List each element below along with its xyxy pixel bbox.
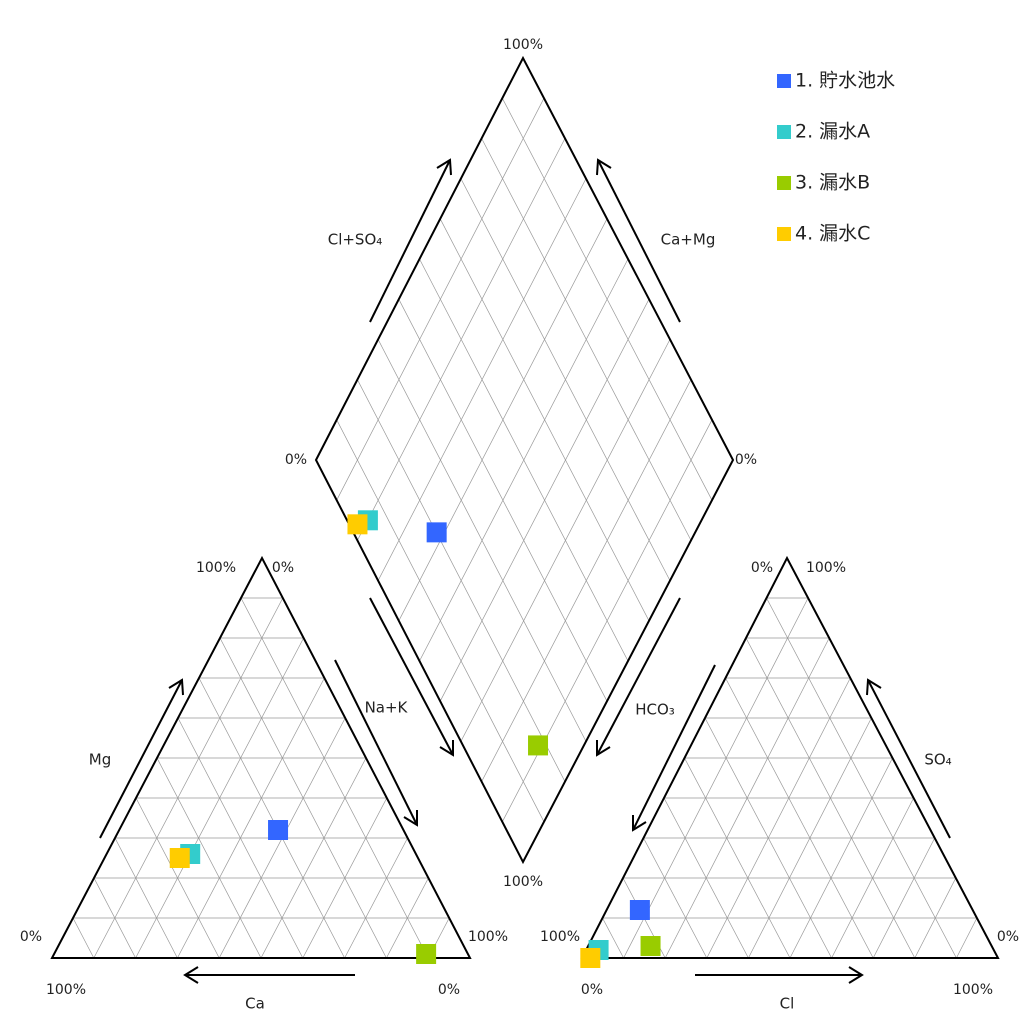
grid-line — [302, 797, 388, 959]
legend-swatch — [777, 227, 791, 241]
legend-swatch — [777, 125, 791, 139]
tick-label: 0% — [735, 452, 757, 468]
triangle-frame — [580, 555, 1000, 959]
data-point — [528, 735, 549, 756]
grid-line — [663, 797, 749, 959]
tick-label: 0% — [751, 560, 773, 576]
grid-line — [725, 677, 874, 959]
axis-label: Na+K — [365, 699, 409, 717]
arrow — [597, 159, 681, 323]
tick-label: 100% — [806, 560, 846, 576]
axis-label: Ca — [245, 995, 265, 1013]
data-point — [580, 948, 601, 968]
arrow-head — [596, 158, 612, 176]
grid-line — [872, 837, 936, 959]
tick-label: 0% — [285, 452, 307, 468]
grid-line — [956, 917, 978, 959]
legend-label: 1. 貯水池水 — [795, 70, 895, 92]
arrow-head — [596, 740, 611, 757]
axis-label: SO₄ — [924, 751, 951, 769]
grid-line — [336, 98, 545, 501]
grid-line — [93, 877, 136, 959]
axis-label: Ca+Mg — [661, 231, 716, 249]
arrow — [369, 597, 454, 756]
tick-label: 0% — [438, 982, 460, 998]
tick-label: 100% — [468, 929, 508, 945]
grid-line — [386, 877, 429, 959]
tick-label: 0% — [581, 982, 603, 998]
arrow-head — [866, 678, 882, 696]
arrow — [369, 159, 451, 323]
tick-label: 0% — [20, 929, 42, 945]
legend-label: 4. 漏水C — [795, 223, 870, 245]
arrow — [99, 679, 183, 839]
arrow-head — [439, 740, 454, 757]
tick-label: 0% — [272, 560, 294, 576]
grid-line — [198, 677, 345, 959]
grid-line — [135, 797, 220, 959]
grid-line — [643, 837, 708, 959]
legend-swatch — [777, 176, 791, 190]
arrow — [596, 597, 681, 756]
grid-line — [377, 178, 587, 581]
data-point — [169, 848, 190, 868]
axis-label: Cl+SO₄ — [328, 231, 383, 249]
data-point — [347, 514, 368, 535]
grid-line — [114, 837, 178, 959]
grid-line — [684, 757, 791, 959]
grid-line — [914, 877, 957, 959]
grid-line — [460, 178, 671, 581]
tick-label: 100% — [503, 37, 543, 53]
grid-line — [357, 138, 566, 541]
grid-line — [831, 797, 914, 959]
arrow — [632, 664, 716, 831]
grid-line — [789, 757, 893, 959]
data-point — [629, 900, 650, 920]
axis-label: HCO₃ — [635, 701, 675, 719]
axis-label: Cl — [780, 995, 795, 1013]
grid-line — [177, 677, 325, 959]
tick-label: 100% — [503, 874, 543, 890]
data-point — [416, 944, 437, 964]
tick-label: 0% — [997, 929, 1019, 945]
grid-line — [501, 98, 713, 501]
arrow-head — [403, 810, 418, 827]
arrow-head — [436, 158, 452, 176]
grid-line — [623, 597, 809, 959]
grid-line — [93, 597, 284, 959]
grid-line — [602, 917, 624, 959]
arrow — [334, 659, 418, 826]
triangle-frame — [50, 555, 472, 959]
grid-line — [481, 138, 692, 541]
tick-label: 100% — [953, 982, 993, 998]
arrow-head — [848, 966, 864, 984]
data-point — [426, 522, 447, 543]
tick-label: 100% — [196, 560, 236, 576]
grid-line — [156, 757, 262, 959]
grid-line — [706, 677, 851, 959]
arrow-head — [168, 678, 184, 696]
arrow — [867, 679, 951, 839]
grid-line — [240, 597, 429, 959]
grid-line — [344, 837, 408, 959]
legend-swatch — [777, 74, 791, 88]
grid-line — [419, 258, 629, 662]
data-point — [640, 936, 661, 956]
diamond-frame — [314, 55, 735, 865]
arrows — [99, 158, 951, 984]
axis-label: Mg — [89, 751, 111, 769]
arrow-head — [183, 966, 199, 984]
tick-label: 100% — [46, 982, 86, 998]
arrow-head — [632, 815, 647, 832]
legend-label: 3. 漏水B — [795, 172, 870, 194]
grid-line — [398, 218, 608, 621]
grid-line — [766, 597, 957, 959]
data-point — [268, 820, 289, 840]
grid-line — [439, 218, 650, 621]
tick-label: 100% — [540, 929, 580, 945]
legend-label: 2. 漏水A — [795, 121, 870, 143]
grid-line — [260, 757, 367, 959]
grid-line — [72, 917, 95, 959]
